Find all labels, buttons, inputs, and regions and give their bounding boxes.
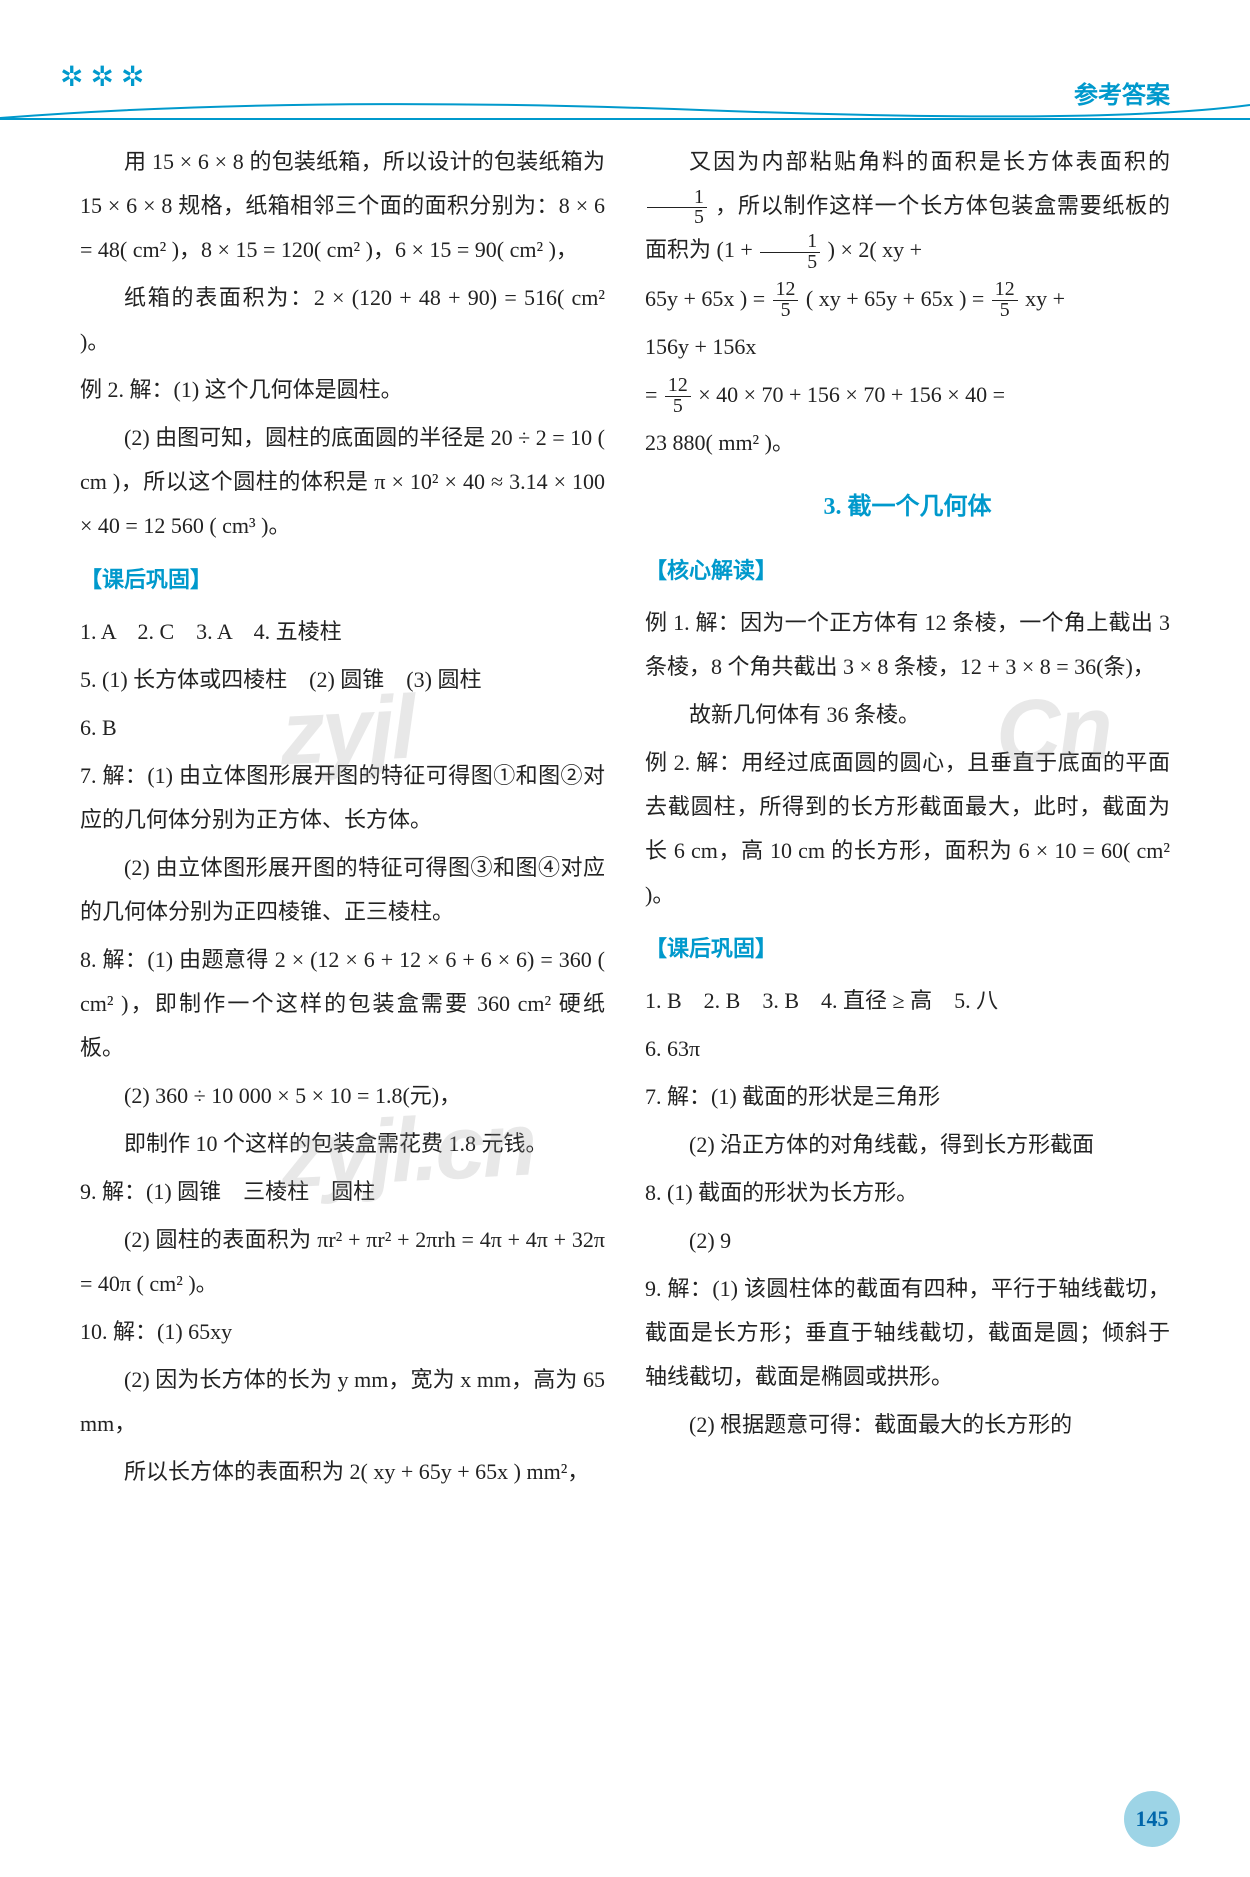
right-q9-2: (2) 根据题意可得：截面最大的长方形的	[645, 1403, 1170, 1447]
right-p4-pre: =	[645, 382, 663, 407]
right-q7-2: (2) 沿正方体的对角线截，得到长方形截面	[645, 1123, 1170, 1167]
fraction-12-5a: 12 5	[773, 280, 799, 321]
right-p4-post: × 40 × 70 + 156 × 70 + 156 × 40 =	[698, 382, 1005, 407]
frac-den: 5	[665, 397, 691, 417]
right-q6: 6. 63π	[645, 1027, 1170, 1071]
right-p2-pre: 65y + 65x ) =	[645, 286, 771, 311]
right-p1-post: ) × 2( xy +	[828, 237, 922, 262]
right-p4: = 12 5 × 40 × 70 + 156 × 70 + 156 × 40 =	[645, 373, 1170, 417]
left-q10-2: (2) 因为长方体的长为 y mm，宽为 x mm，高为 65 mm，	[80, 1358, 605, 1446]
fraction-1-5a: 1 5	[647, 188, 707, 229]
frac-den: 5	[773, 301, 799, 321]
left-q10-1: 10. 解：(1) 65xy	[80, 1310, 605, 1354]
left-p4: (2) 由图可知，圆柱的底面圆的半径是 20 ÷ 2 = 10 ( cm )，所…	[80, 416, 605, 548]
page-root: ✲ ✲ ✲ 参考答案 zyjl Cn zyjl.cn 用 15 × 6 × 8 …	[0, 0, 1250, 1877]
right-p1: 又因为内部粘贴角料的面积是长方体表面积的 1 5 ，所以制作这样一个长方体包装盒…	[645, 140, 1170, 273]
left-q9-2: (2) 圆柱的表面积为 πr² + πr² + 2πrh = 4π + 4π +…	[80, 1218, 605, 1306]
left-q1: 1. A 2. C 3. A 4. 五棱柱	[80, 610, 605, 654]
right-ex2: 例 2. 解：用经过底面圆的圆心，且垂直于底面的平面去截圆柱，所得到的长方形截面…	[645, 741, 1170, 917]
content-columns: 用 15 × 6 × 8 的包装纸箱，所以设计的包装纸箱为 15 × 6 × 8…	[0, 140, 1250, 1498]
right-q8-2: (2) 9	[645, 1219, 1170, 1263]
left-p3: 例 2. 解：(1) 这个几何体是圆柱。	[80, 368, 605, 412]
frac-den: 5	[647, 208, 707, 228]
page-header: ✲ ✲ ✲ 参考答案	[0, 40, 1250, 120]
left-q8-2: (2) 360 ÷ 10 000 × 5 × 10 = 1.8(元)，	[80, 1074, 605, 1118]
left-q6: 6. B	[80, 706, 605, 750]
left-p1: 用 15 × 6 × 8 的包装纸箱，所以设计的包装纸箱为 15 × 6 × 8…	[80, 140, 605, 272]
section-header-kehou-left: 【课后巩固】	[80, 558, 605, 602]
left-q7-1: 7. 解：(1) 由立体图形展开图的特征可得图①和图②对应的几何体分别为正方体、…	[80, 754, 605, 842]
right-p2-post: xy +	[1025, 286, 1065, 311]
page-number-badge: 145	[1124, 1791, 1180, 1847]
right-p5: 23 880( mm² )。	[645, 421, 1170, 465]
right-column: 又因为内部粘贴角料的面积是长方体表面积的 1 5 ，所以制作这样一个长方体包装盒…	[645, 140, 1170, 1498]
fraction-12-5b: 12 5	[992, 280, 1018, 321]
left-q7-2: (2) 由立体图形展开图的特征可得图③和图④对应的几何体分别为正四棱锥、正三棱柱…	[80, 846, 605, 934]
right-ex1-1: 例 1. 解：因为一个正方体有 12 条棱，一个角上截出 3 条棱，8 个角共截…	[645, 601, 1170, 689]
section-header-hexin: 【核心解读】	[645, 549, 1170, 593]
right-q1: 1. B 2. B 3. B 4. 直径 ≥ 高 5. 八	[645, 979, 1170, 1023]
left-column: 用 15 × 6 × 8 的包装纸箱，所以设计的包装纸箱为 15 × 6 × 8…	[80, 140, 605, 1498]
frac-num: 1	[647, 188, 707, 209]
right-p1-pre: 又因为内部粘贴角料的面积是长方体表面积的	[689, 149, 1170, 174]
left-q9-1: 9. 解：(1) 圆锥 三棱柱 圆柱	[80, 1170, 605, 1214]
right-q9-1: 9. 解：(1) 该圆柱体的截面有四种，平行于轴线截切，截面是长方形；垂直于轴线…	[645, 1267, 1170, 1399]
right-ex1-2: 故新几何体有 36 条棱。	[645, 693, 1170, 737]
left-q5: 5. (1) 长方体或四棱柱 (2) 圆锥 (3) 圆柱	[80, 658, 605, 702]
right-p3: 156y + 156x	[645, 325, 1170, 369]
section-header-kehou-right: 【课后巩固】	[645, 927, 1170, 971]
fraction-1-5b: 1 5	[760, 232, 820, 273]
frac-num: 12	[773, 280, 799, 301]
frac-num: 12	[992, 280, 1018, 301]
frac-num: 12	[665, 376, 691, 397]
frac-den: 5	[992, 301, 1018, 321]
windmill-decoration: ✲ ✲ ✲	[60, 60, 144, 94]
frac-den: 5	[760, 253, 820, 273]
fraction-12-5c: 12 5	[665, 376, 691, 417]
frac-num: 1	[760, 232, 820, 253]
left-q8-3: 即制作 10 个这样的包装盒需花费 1.8 元钱。	[80, 1122, 605, 1166]
subsection-title: 3. 截一个几何体	[645, 483, 1170, 531]
right-q7-1: 7. 解：(1) 截面的形状是三角形	[645, 1075, 1170, 1119]
header-swoosh	[0, 90, 1250, 120]
left-q8-1: 8. 解：(1) 由题意得 2 × (12 × 6 + 12 × 6 + 6 ×…	[80, 938, 605, 1070]
right-p2: 65y + 65x ) = 12 5 ( xy + 65y + 65x ) = …	[645, 277, 1170, 321]
right-q8-1: 8. (1) 截面的形状为长方形。	[645, 1171, 1170, 1215]
right-p2-mid: ( xy + 65y + 65x ) =	[806, 286, 990, 311]
left-q10-3: 所以长方体的表面积为 2( xy + 65y + 65x ) mm²，	[80, 1450, 605, 1494]
left-p2: 纸箱的表面积为：2 × (120 + 48 + 90) = 516( cm² )…	[80, 276, 605, 364]
